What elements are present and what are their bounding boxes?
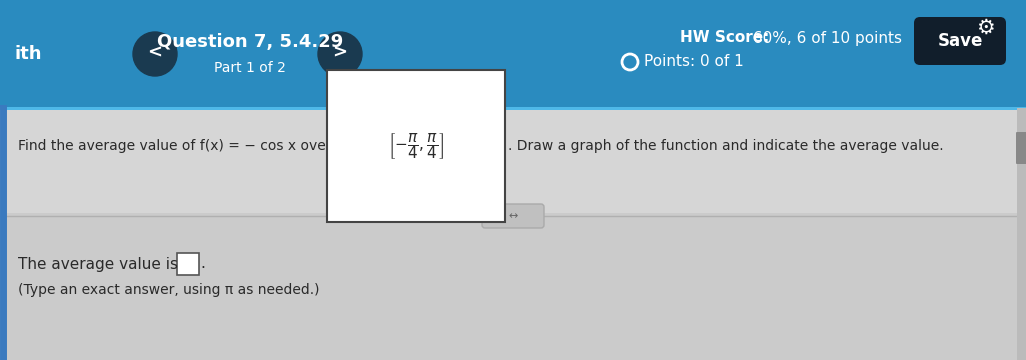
- FancyBboxPatch shape: [482, 204, 544, 228]
- Text: Points: 0 of 1: Points: 0 of 1: [644, 54, 744, 69]
- FancyBboxPatch shape: [0, 107, 1026, 110]
- Text: Find the average value of f(x) = − cos x over the interval: Find the average value of f(x) = − cos x…: [18, 139, 417, 153]
- Text: 60%, 6 of 10 points: 60%, 6 of 10 points: [748, 31, 902, 45]
- Text: Part 1 of 2: Part 1 of 2: [214, 61, 286, 75]
- Circle shape: [133, 32, 177, 76]
- Text: ⚙: ⚙: [976, 18, 994, 38]
- FancyBboxPatch shape: [1017, 108, 1026, 360]
- FancyBboxPatch shape: [1016, 132, 1026, 164]
- Text: .: .: [200, 256, 205, 271]
- FancyBboxPatch shape: [0, 108, 1020, 213]
- Text: Question 7, 5.4.29: Question 7, 5.4.29: [157, 33, 343, 51]
- Text: Save: Save: [938, 32, 983, 50]
- Text: <: <: [148, 44, 162, 62]
- Text: HW Score:: HW Score:: [680, 31, 770, 45]
- Text: ith: ith: [14, 45, 41, 63]
- FancyBboxPatch shape: [914, 17, 1007, 65]
- Circle shape: [318, 32, 362, 76]
- FancyBboxPatch shape: [0, 0, 1026, 108]
- FancyBboxPatch shape: [0, 108, 1026, 360]
- Text: The average value is: The average value is: [18, 256, 177, 271]
- Text: >: >: [332, 44, 348, 62]
- Text: $\left[-\dfrac{\pi}{4},\dfrac{\pi}{4}\right]$: $\left[-\dfrac{\pi}{4},\dfrac{\pi}{4}\ri…: [388, 131, 444, 161]
- Text: . Draw a graph of the function and indicate the average value.: . Draw a graph of the function and indic…: [508, 139, 944, 153]
- FancyBboxPatch shape: [177, 253, 199, 275]
- Text: ↔: ↔: [508, 211, 518, 221]
- Text: (Type an exact answer, using π as needed.): (Type an exact answer, using π as needed…: [18, 283, 319, 297]
